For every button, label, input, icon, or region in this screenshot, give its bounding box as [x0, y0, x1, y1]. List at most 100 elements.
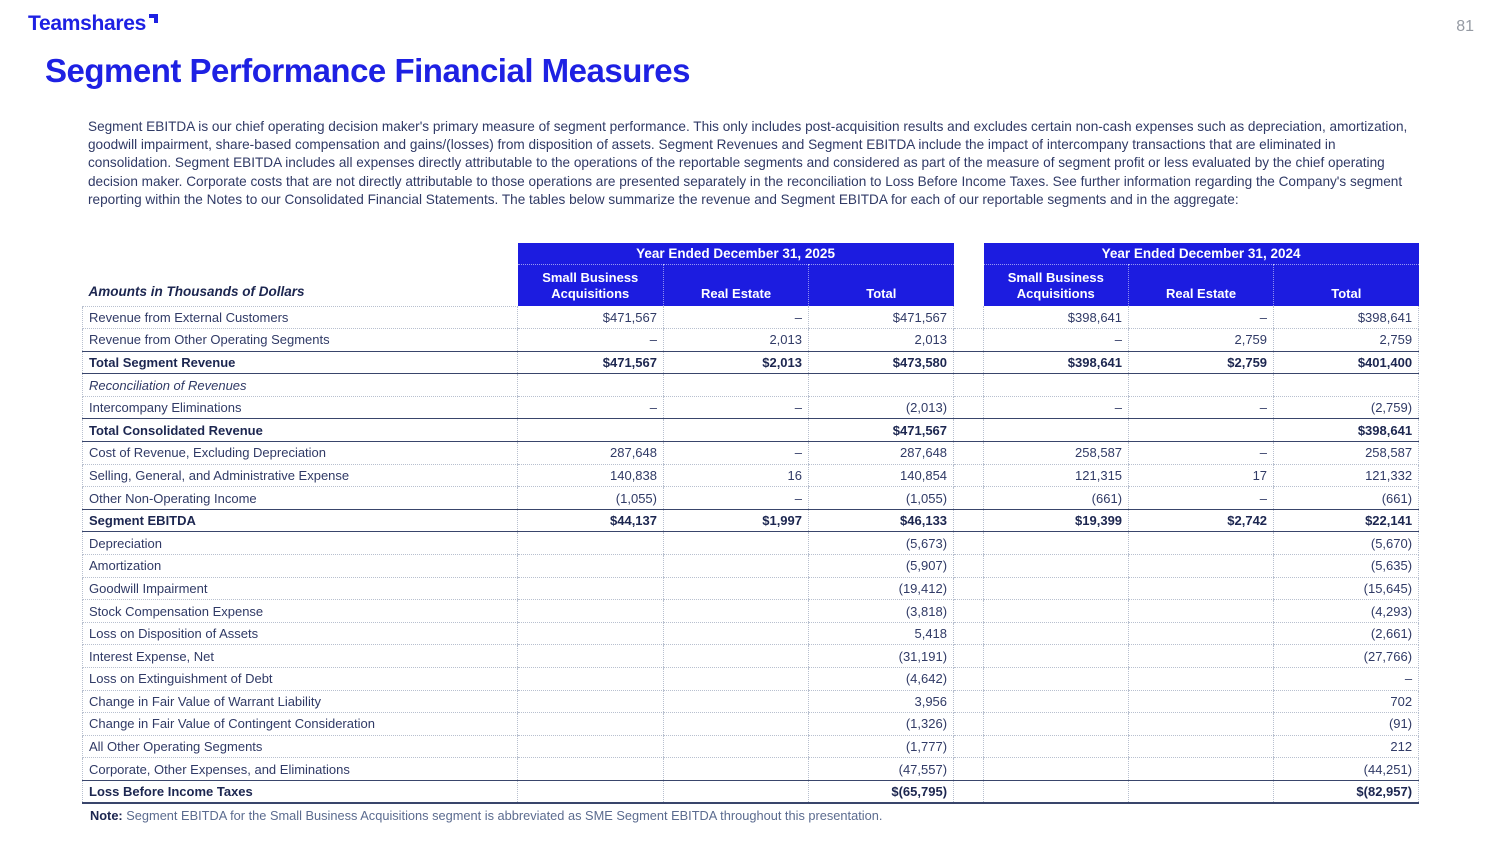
value-cell — [663, 622, 809, 646]
value-cell — [983, 418, 1129, 443]
year-group-2025: Year Ended December 31, 2025 — [517, 243, 954, 265]
value-cell: (1,777) — [807, 735, 955, 759]
value-cell — [983, 667, 1129, 691]
gap-cell — [953, 441, 984, 465]
value-cell — [807, 373, 955, 397]
table-row: Amortization (5,907) (5,635) — [82, 554, 1420, 578]
value-cell: 5,418 — [807, 622, 955, 646]
table-row: Cost of Revenue, Excluding Depreciation 2… — [82, 441, 1420, 465]
gap-cell — [953, 418, 984, 443]
value-cell — [1128, 757, 1274, 781]
value-cell — [517, 418, 664, 443]
value-cell: (1,326) — [807, 712, 955, 736]
table-row: Loss Before Income Taxes $(65,795) $(82,95… — [82, 779, 1420, 805]
value-cell — [663, 757, 809, 781]
value-cell: (4,293) — [1273, 599, 1420, 623]
gap-cell — [953, 577, 984, 601]
value-cell — [663, 667, 809, 691]
value-cell — [983, 757, 1129, 781]
value-cell: $(65,795) — [807, 779, 955, 805]
value-cell: $471,567 — [807, 306, 955, 330]
row-label: Revenue from External Customers — [82, 306, 518, 330]
value-cell: $2,742 — [1128, 508, 1274, 533]
value-cell — [983, 644, 1129, 668]
value-cell: (19,412) — [807, 577, 955, 601]
value-cell: 2,013 — [807, 328, 955, 352]
table-row: Goodwill Impairment (19,412) (15,645) — [82, 577, 1420, 601]
value-cell — [1128, 577, 1274, 601]
col-header-total-2024: Total — [1273, 264, 1419, 306]
table-row: Change in Fair Value of Contingent Consi… — [82, 712, 1420, 736]
value-cell: 3,956 — [807, 690, 955, 714]
row-label: Corporate, Other Expenses, and Eliminati… — [82, 757, 518, 781]
value-cell: (1,055) — [807, 486, 955, 510]
value-cell: 121,315 — [983, 464, 1129, 488]
value-cell — [983, 735, 1129, 759]
value-cell: 16 — [663, 464, 809, 488]
value-cell: 258,587 — [1273, 441, 1420, 465]
value-cell: (47,557) — [807, 757, 955, 781]
value-cell — [663, 418, 809, 443]
value-cell — [517, 712, 664, 736]
gap-cell — [953, 328, 984, 352]
row-label: Depreciation — [82, 531, 518, 556]
table-row: Interest Expense, Net (31,191) (27,766) — [82, 644, 1420, 668]
value-cell — [663, 712, 809, 736]
col-header-realestate-2024: Real Estate — [1128, 264, 1274, 306]
logo-flag-icon — [149, 14, 159, 23]
value-cell: $473,580 — [807, 350, 955, 375]
value-cell: 212 — [1273, 735, 1420, 759]
value-cell: (1,055) — [517, 486, 664, 510]
value-cell — [1128, 418, 1274, 443]
value-cell: 121,332 — [1273, 464, 1420, 488]
value-cell — [1128, 712, 1274, 736]
gap-cell — [953, 508, 984, 533]
gap-cell — [953, 350, 984, 375]
row-label: Intercompany Eliminations — [82, 396, 518, 420]
value-cell: 2,013 — [663, 328, 809, 352]
table-row: Segment EBITDA $44,137 $1,997 $46,133 $19,39… — [82, 508, 1420, 533]
value-cell: 2,759 — [1273, 328, 1420, 352]
value-cell: (661) — [983, 486, 1129, 510]
row-label: Amortization — [82, 554, 518, 578]
value-cell — [1128, 622, 1274, 646]
gap-cell — [953, 554, 984, 578]
value-cell — [517, 779, 664, 805]
value-cell — [983, 531, 1129, 556]
table-row: Loss on Disposition of Assets 5,418 (2,661… — [82, 622, 1420, 646]
intro-paragraph: Segment EBITDA is our chief operating de… — [88, 119, 1408, 207]
table-body: Revenue from External Customers $471,567–… — [82, 306, 1420, 805]
value-cell — [517, 373, 664, 397]
value-cell: – — [1128, 306, 1274, 330]
gap-cell — [953, 690, 984, 714]
value-cell: $471,567 — [807, 418, 955, 443]
value-cell: – — [1128, 441, 1274, 465]
value-cell: – — [983, 328, 1129, 352]
gap-cell — [953, 373, 984, 397]
value-cell: $471,567 — [517, 350, 664, 375]
value-cell — [983, 622, 1129, 646]
value-cell: – — [517, 328, 664, 352]
gap-cell — [953, 735, 984, 759]
note-text: Segment EBITDA for the Small Business Ac… — [126, 808, 883, 823]
value-cell — [663, 373, 809, 397]
value-cell: (661) — [1273, 486, 1420, 510]
value-cell — [1128, 735, 1274, 759]
value-cell: – — [1273, 667, 1420, 691]
row-label: Total Consolidated Revenue — [82, 418, 518, 443]
table-row: Change in Fair Value of Warrant Liabilit… — [82, 690, 1420, 714]
value-cell: $46,133 — [807, 508, 955, 533]
value-cell: 140,838 — [517, 464, 664, 488]
gap-cell — [953, 464, 984, 488]
row-label: Interest Expense, Net — [82, 644, 518, 668]
value-cell: (2,661) — [1273, 622, 1420, 646]
value-cell: (2,013) — [807, 396, 955, 420]
row-label: Segment EBITDA — [82, 508, 518, 533]
value-cell: (5,907) — [807, 554, 955, 578]
value-cell — [663, 735, 809, 759]
value-cell: $398,641 — [983, 306, 1129, 330]
value-cell — [517, 577, 664, 601]
value-cell — [517, 757, 664, 781]
value-cell: $(82,957) — [1273, 779, 1420, 805]
value-cell — [983, 712, 1129, 736]
